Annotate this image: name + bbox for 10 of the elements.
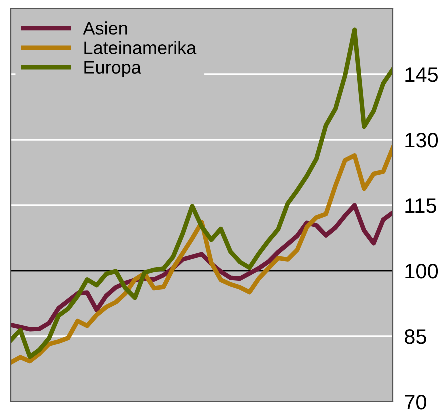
y-tick-label: 145: [406, 68, 438, 82]
y-tick-label: 100: [406, 264, 438, 279]
line-series: [11, 146, 393, 365]
legend-label: Lateinamerika: [84, 41, 197, 54]
legend-label: Europa: [84, 61, 142, 78]
y-tick-label: 85: [405, 330, 426, 344]
y-tick-label: 70: [405, 395, 426, 410]
legend-label: Asien: [83, 22, 128, 35]
y-tick-label: 130: [406, 133, 438, 148]
y-tick-label: 115: [406, 198, 436, 214]
